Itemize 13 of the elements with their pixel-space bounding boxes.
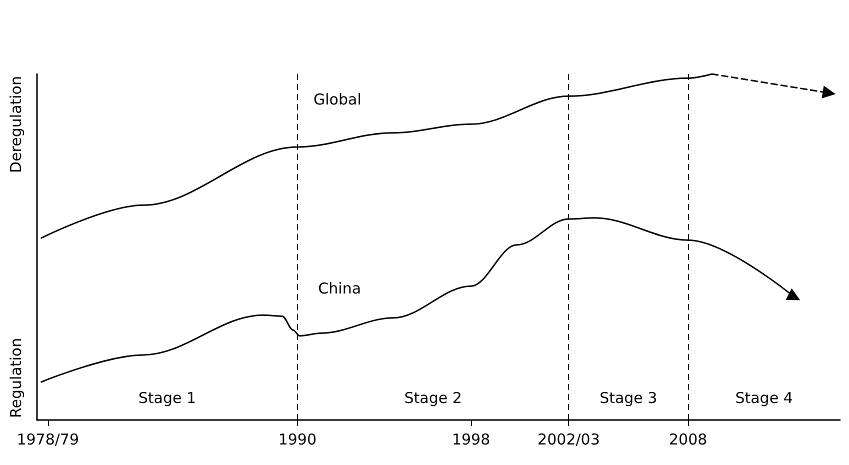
annotation: Stage 4 [735, 389, 793, 407]
x-tick-label: 1978/79 [16, 430, 80, 448]
series-label: Global [314, 90, 362, 109]
annotation: Stage 1 [138, 389, 196, 407]
x-tick-label: 1990 [278, 430, 317, 448]
annotation: Stage 3 [600, 389, 658, 407]
x-tick-label: 1998 [452, 430, 490, 448]
x-tick-label: 2008 [668, 430, 708, 448]
x-tick-label: 2002/03 [538, 430, 600, 448]
annotation: Stage 2 [404, 389, 462, 407]
text: Deregulation [7, 76, 25, 173]
series-label: China [318, 279, 362, 298]
text: Regulation [7, 338, 25, 418]
